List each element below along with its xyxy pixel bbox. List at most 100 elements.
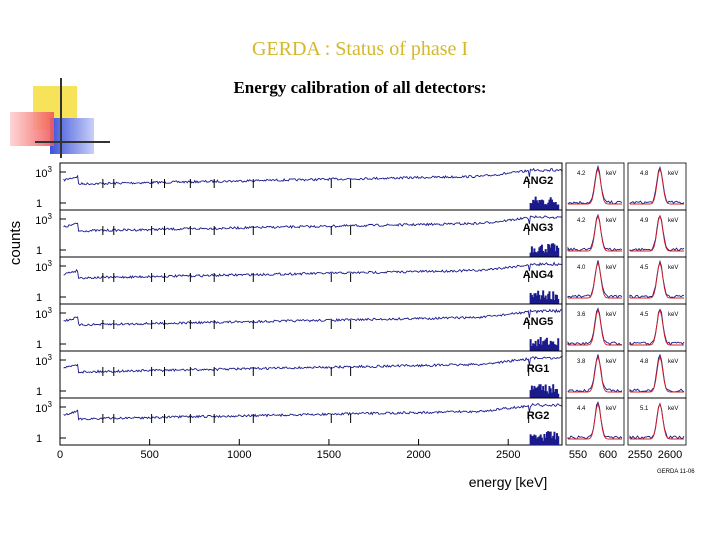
fwhm-unit: keV [668, 406, 678, 412]
y-tick-exponent: 3 [48, 353, 53, 362]
zoom-x-tick-label: 2550 [628, 449, 652, 461]
fwhm-unit: keV [668, 312, 678, 318]
fwhm-unit: keV [606, 171, 616, 177]
zoom-panel-high: 5.1 keV [627, 397, 687, 446]
x-tick-label: 2500 [496, 449, 520, 461]
fwhm-value: 4.2 [577, 218, 586, 224]
spectrum-line [63, 261, 562, 280]
x-tick-label: 0 [57, 449, 63, 461]
zoom-fit [630, 355, 684, 393]
y-tick-exponent: 3 [48, 400, 53, 409]
y-tick-label: 1 [36, 339, 42, 351]
fwhm-unit: keV [606, 406, 616, 412]
zoom-fit [630, 308, 684, 346]
y-tick-label: 103 [35, 306, 52, 321]
fwhm-value: 4.4 [577, 406, 586, 412]
spectrum-line [63, 308, 562, 327]
spectrum-line [63, 215, 562, 233]
zoom-panel-high: 4.5 keV [627, 256, 687, 305]
panel-frame [59, 303, 563, 352]
y-tick-label: 103 [35, 400, 52, 415]
fwhm-unit: keV [668, 265, 678, 271]
zoom-panel-high: 4.5 keV [627, 303, 687, 352]
fwhm-unit: keV [606, 265, 616, 271]
x-axis-label: energy [keV] [469, 474, 548, 490]
spectrum-line [63, 402, 562, 421]
zoom-panel-high: 4.8 keV [627, 350, 687, 399]
spectrum-panel: 103 1 ANG4 [35, 256, 563, 305]
panel-frame [59, 397, 563, 446]
zoom-fit [630, 167, 684, 205]
y-tick-label: 1 [36, 386, 42, 398]
zoom-fit [568, 167, 622, 205]
fwhm-value: 4.8 [640, 171, 649, 177]
fwhm-unit: keV [668, 171, 678, 177]
slide-subtitle: Energy calibration of all detectors: [233, 78, 487, 97]
panel-frame [59, 350, 563, 399]
y-tick-label: 1 [36, 245, 42, 257]
zoom-fit [630, 261, 684, 299]
detector-label: RG1 [527, 363, 550, 375]
detector-label: ANG4 [523, 269, 554, 281]
fwhm-value: 4.9 [640, 218, 649, 224]
zoom-panel-low: 4.2 keV [565, 209, 625, 258]
zoom-frame [627, 397, 687, 446]
fwhm-value: 4.0 [577, 265, 586, 271]
x-tick-label: 2000 [406, 449, 430, 461]
zoom-x-tick-label: 550 [569, 449, 587, 461]
zoom-fit [568, 402, 622, 440]
panel-frame [59, 162, 563, 211]
detector-label: RG2 [527, 410, 550, 422]
y-tick-exponent: 3 [48, 212, 53, 221]
zoom-panel-low: 4.0 keV [565, 256, 625, 305]
fwhm-unit: keV [606, 359, 616, 365]
fwhm-value: 5.1 [640, 406, 649, 412]
slide-title: GERDA : Status of phase I [251, 38, 469, 60]
y-tick-exponent: 3 [48, 306, 53, 315]
zoom-panel-low: 4.4 keV [565, 397, 625, 446]
fwhm-value: 4.8 [640, 359, 649, 365]
x-tick-label: 1500 [317, 449, 341, 461]
zoom-fit [568, 261, 622, 299]
fwhm-unit: keV [668, 359, 678, 365]
detector-label: ANG2 [523, 175, 554, 187]
spectrum-panel: 103 1 ANG3 [35, 209, 563, 258]
y-tick-label: 1 [36, 292, 42, 304]
spectrum-panel: 103 1 RG2 [35, 397, 563, 446]
zoom-panel-low: 4.2 keV [565, 162, 625, 211]
y-tick-label: 103 [35, 212, 52, 227]
spectrum-line [63, 167, 562, 186]
x-tick-label: 1000 [227, 449, 251, 461]
x-tick-label: 500 [140, 449, 158, 461]
zoom-frame [565, 397, 625, 446]
deco-horizontal-line [35, 141, 110, 143]
fwhm-value: 4.2 [577, 171, 586, 177]
spectrum-panel: 103 1 ANG5 [35, 303, 563, 352]
zoom-panel-high: 4.8 keV [627, 162, 687, 211]
zoom-panel-low: 3.6 keV [565, 303, 625, 352]
zoom-x-tick-label: 600 [599, 449, 617, 461]
zoom-x-tick-label: 2600 [658, 449, 682, 461]
fwhm-value: 4.5 [640, 265, 649, 271]
zoom-panel-high: 4.9 keV [627, 209, 687, 258]
deco-vertical-line [60, 78, 62, 158]
zoom-fit [630, 402, 684, 440]
y-tick-label: 103 [35, 165, 52, 180]
panel-frame [59, 209, 563, 258]
fwhm-value: 4.5 [640, 312, 649, 318]
spectrum-panel: 103 1 RG1 [35, 350, 563, 399]
fwhm-unit: keV [606, 218, 616, 224]
detector-label: ANG3 [523, 222, 554, 234]
detector-label: ANG5 [523, 316, 554, 328]
y-tick-exponent: 3 [48, 259, 53, 268]
y-tick-label: 1 [36, 433, 42, 445]
zoom-fit [568, 308, 622, 346]
panel-frame [59, 256, 563, 305]
spectrum-panel: 103 1 ANG2 [35, 162, 563, 211]
fwhm-value: 3.8 [577, 359, 586, 365]
y-tick-label: 103 [35, 353, 52, 368]
y-tick-exponent: 3 [48, 165, 53, 174]
fwhm-value: 3.6 [577, 312, 586, 318]
y-tick-label: 103 [35, 259, 52, 274]
